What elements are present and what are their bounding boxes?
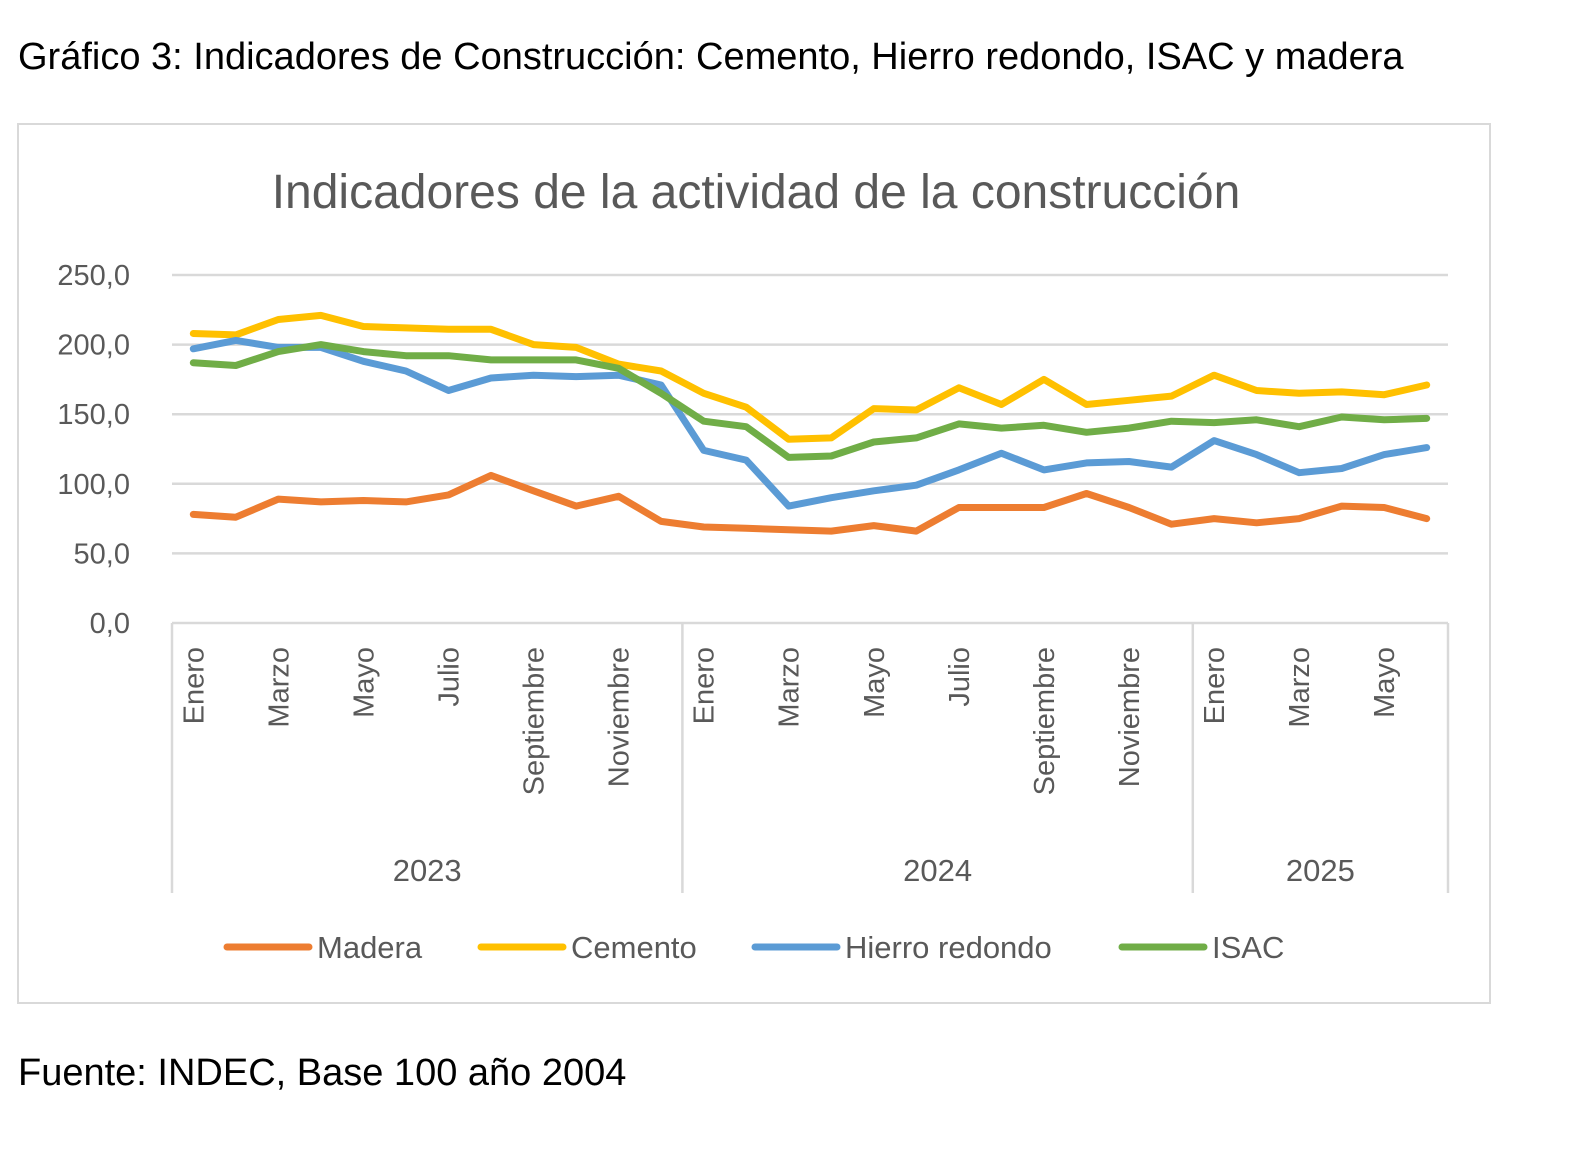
page-source: Fuente: INDEC, Base 100 año 2004 (18, 1052, 627, 1094)
x-tick-label: Mayo (1369, 647, 1401, 718)
x-tick-label: Enero (689, 647, 721, 724)
legend-label-madera: Madera (317, 930, 423, 965)
y-tick-label: 200,0 (57, 330, 130, 362)
series-line-madera (189, 471, 1431, 535)
y-tick-label: 100,0 (57, 469, 130, 501)
x-tick-label: Marzo (774, 647, 806, 728)
x-tick-label: Enero (1199, 647, 1231, 724)
series-line-cemento (189, 311, 1431, 443)
page-caption: Gráfico 3: Indicadores de Construcción: … (18, 36, 1404, 78)
x-tick-label: Enero (178, 647, 210, 724)
year-label: 2024 (903, 853, 972, 888)
chart-title: Indicadores de la actividad de la constr… (272, 166, 1241, 219)
line-chart: Indicadores de la actividad de la constr… (57, 166, 1450, 965)
chart-area: Indicadores de la actividad de la constr… (17, 123, 1491, 1004)
x-tick-label: Noviembre (1114, 647, 1146, 787)
x-tick-label: Mayo (348, 647, 380, 718)
y-tick-label: 50,0 (74, 538, 130, 570)
x-tick-label: Marzo (1284, 647, 1316, 728)
x-tick-label: Marzo (263, 647, 295, 728)
x-tick-label: Julio (433, 647, 465, 707)
series-line-hierro-redondo (189, 336, 1431, 510)
year-label: 2025 (1286, 853, 1355, 888)
grid-layer: 0,0 50,0 100,0 150,0 200,0 250,0 (57, 260, 1448, 640)
legend-label-hierro-redondo: Hierro redondo (845, 930, 1052, 965)
series-line-isac (189, 341, 1431, 461)
y-tick-label: 150,0 (57, 399, 130, 431)
x-tick-label: Julio (944, 647, 976, 707)
year-label: 2023 (393, 853, 462, 888)
series-layer (189, 311, 1431, 535)
legend-label-cemento: Cemento (571, 930, 697, 965)
legend: Madera Cemento Hierro redondo ISAC (223, 930, 1284, 965)
x-tick-label: Noviembre (604, 647, 636, 787)
x-axis: Enero Marzo Mayo Julio Septiembre Noviembre En… (170, 623, 1450, 893)
y-tick-label: 250,0 (57, 260, 130, 292)
x-tick-label: Mayo (859, 647, 891, 718)
x-tick-label: Septiembre (519, 647, 551, 795)
legend-label-isac: ISAC (1212, 930, 1284, 965)
y-tick-label: 0,0 (90, 608, 130, 640)
x-tick-label: Septiembre (1029, 647, 1061, 795)
